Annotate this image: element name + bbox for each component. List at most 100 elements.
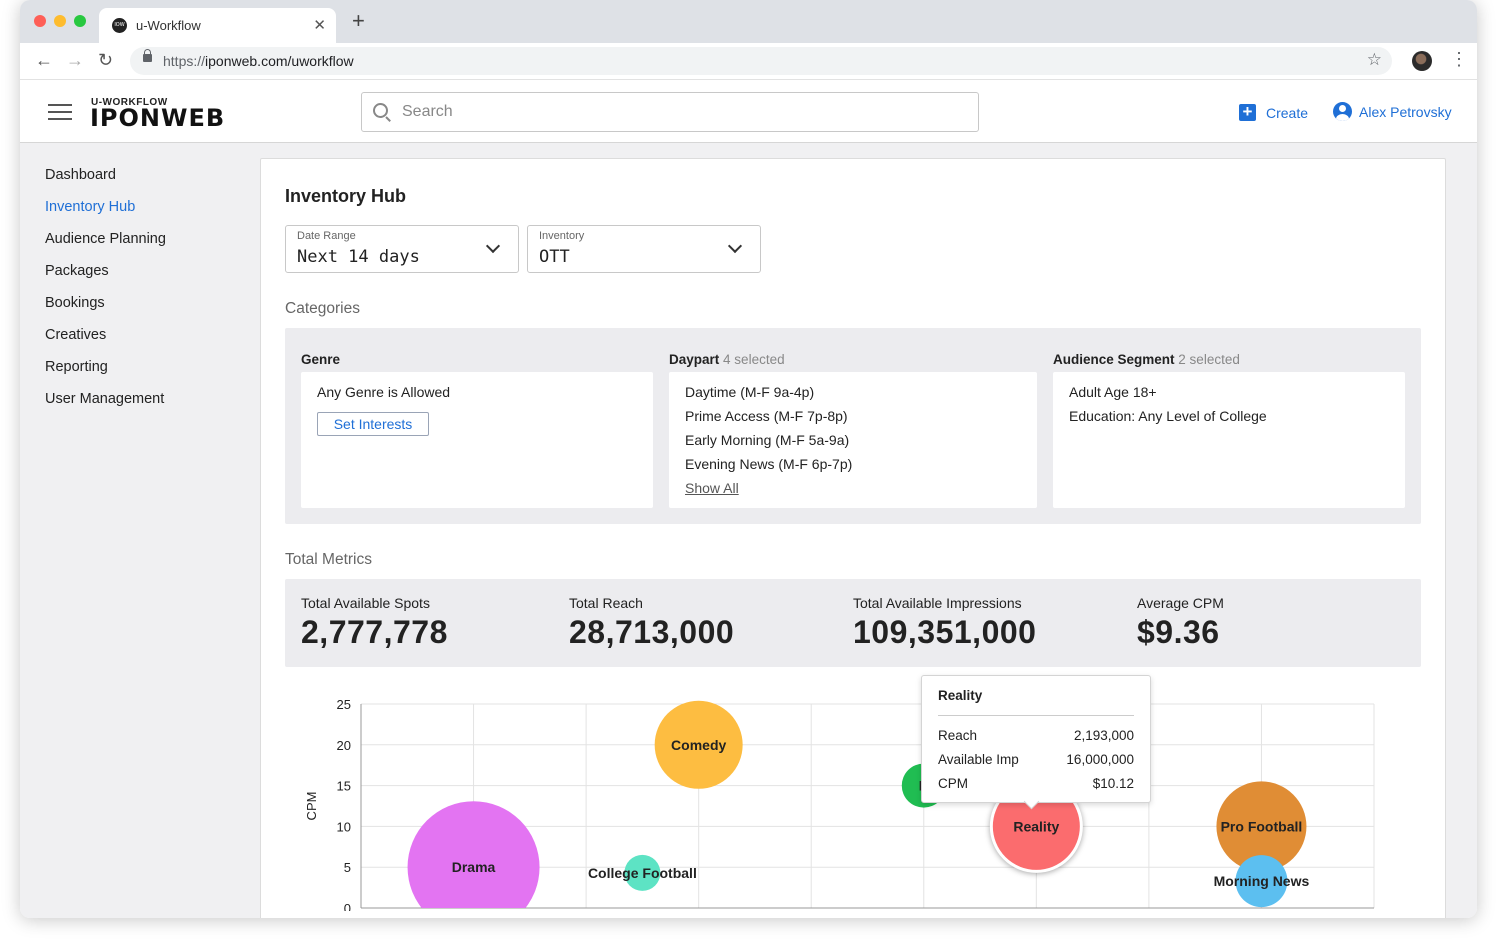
tooltip-row: CPM $10.12 (938, 776, 1134, 791)
bubble-label: Morning News (1214, 873, 1310, 889)
sidebar-nav: Dashboard Inventory Hub Audience Plannin… (45, 166, 166, 422)
inventory-label: Inventory (539, 230, 585, 242)
set-interests-button[interactable]: Set Interests (317, 412, 429, 436)
lock-icon (143, 49, 152, 62)
bubble-label: Drama (452, 859, 496, 875)
bookmark-star-icon[interactable]: ☆ (1366, 50, 1382, 69)
user-name: Alex Petrovsky (1359, 104, 1452, 120)
metrics-box: Total Available Spots 2,777,778 Total Re… (285, 579, 1421, 667)
y-tick-label: 0 (344, 901, 351, 911)
y-tick-label: 20 (337, 738, 351, 753)
date-range-select[interactable]: Date Range Next 14 days (285, 225, 519, 273)
audience-item: Adult Age 18+ (1069, 384, 1157, 400)
audience-title: Audience Segment (1053, 352, 1175, 367)
y-axis-label: CPM (304, 792, 319, 821)
audience-selected-count: 2 selected (1178, 352, 1240, 367)
user-avatar-icon (1333, 102, 1352, 121)
tab-title: u-Workflow (136, 18, 201, 33)
daypart-item: Evening News (M-F 6p-7p) (685, 456, 853, 472)
categories-title: Categories (285, 300, 360, 317)
tooltip-divider (938, 715, 1134, 716)
sidebar-item-bookings[interactable]: Bookings (45, 295, 105, 311)
search-icon (373, 103, 388, 118)
tooltip-row-label: Available Imp (938, 752, 1019, 767)
audience-item: Education: Any Level of College (1069, 408, 1267, 424)
daypart-title: Daypart (669, 352, 720, 367)
maximize-window-button[interactable] (74, 15, 86, 27)
daypart-item: Early Morning (M-F 5a-9a) (685, 432, 850, 448)
bubble-label: Comedy (671, 737, 726, 753)
categories-box: Genre Any Genre is Allowed Set Interests… (285, 328, 1421, 524)
genre-title: Genre (301, 352, 341, 367)
bubble-label: College Football (588, 865, 697, 881)
metric-value: 2,777,778 (301, 614, 448, 650)
chevron-down-icon (727, 238, 743, 254)
show-all-link[interactable]: Show All (685, 480, 739, 496)
sidebar-item-audience-planning[interactable]: Audience Planning (45, 231, 166, 247)
tab-strip: IOW u-Workflow ✕ + (20, 0, 1477, 43)
new-tab-button[interactable]: + (352, 8, 365, 33)
browser-profile-avatar[interactable] (1412, 51, 1432, 71)
chart-tooltip: Reality Reach 2,193,000 Available Imp 16,0… (921, 675, 1151, 810)
metric-value: 109,351,000 (853, 614, 1037, 650)
sidebar-item-user-management[interactable]: User Management (45, 391, 165, 407)
metric-value: 28,713,000 (569, 614, 735, 650)
inventory-select[interactable]: Inventory OTT (527, 225, 761, 273)
metrics-title: Total Metrics (285, 551, 372, 568)
hamburger-menu-icon[interactable] (48, 104, 72, 121)
metric-label: Total Available Impressions (853, 595, 1022, 611)
search-input[interactable]: Search (361, 92, 979, 132)
daypart-item: Prime Access (M-F 7p-8p) (685, 408, 848, 424)
sidebar-item-inventory-hub[interactable]: Inventory Hub (45, 199, 136, 215)
y-tick-label: 15 (337, 779, 351, 794)
sidebar-item-creatives[interactable]: Creatives (45, 327, 107, 343)
sidebar-item-packages[interactable]: Packages (45, 263, 109, 279)
forward-icon[interactable]: → (66, 50, 84, 70)
audience-heading: Audience Segment 2 selected (1053, 352, 1240, 367)
bubble-drama (407, 801, 540, 908)
bubble-college-football (624, 854, 661, 891)
logo-subtitle: U-WORKFLOW (91, 97, 168, 108)
metric-label: Total Available Spots (301, 595, 430, 611)
tooltip-row-value: 2,193,000 (1073, 728, 1134, 743)
search-placeholder: Search (402, 103, 453, 120)
browser-tab[interactable]: IOW u-Workflow ✕ (99, 8, 336, 43)
inventory-value: OTT (539, 247, 570, 267)
tooltip-row-label: Reach (938, 728, 978, 743)
reload-icon[interactable]: ↻ (98, 50, 114, 70)
metric-total-spots: Total Available Spots 2,777,778 (301, 595, 448, 651)
date-range-value: Next 14 days (297, 247, 420, 267)
content-panel: Inventory Hub Date Range Next 14 days In… (260, 158, 1446, 918)
daypart-item: Daytime (M-F 9a-4p) (685, 384, 815, 400)
metric-average-cpm: Average CPM $9.36 (1137, 595, 1224, 651)
sidebar-item-reporting[interactable]: Reporting (45, 359, 108, 375)
sidebar-item-dashboard[interactable]: Dashboard (45, 167, 116, 183)
chevron-down-icon (485, 238, 501, 254)
genre-value: Any Genre is Allowed (317, 384, 451, 400)
bubble-label: Pro Football (1221, 818, 1303, 834)
browser-menu-icon[interactable]: ⋮ (1450, 49, 1468, 69)
address-bar-row: ← → ↻ https://iponweb.com/uworkflow ☆ ⋮ (20, 43, 1477, 80)
genre-heading: Genre (301, 352, 340, 367)
url-scheme: https:// (163, 53, 206, 69)
url-bar[interactable]: https://iponweb.com/uworkflow ☆ (130, 47, 1392, 75)
url-host: iponweb.com/uworkflow (205, 53, 354, 69)
genre-card: Any Genre is Allowed Set Interests (301, 372, 653, 508)
create-label: Create (1266, 105, 1309, 121)
bubble-morning-news (1235, 855, 1288, 908)
bubble-comedy (654, 700, 743, 789)
browser-window: IOW u-Workflow ✕ + ← → ↻ https://iponweb… (20, 0, 1477, 918)
tab-close-icon[interactable]: ✕ (313, 17, 326, 34)
minimize-window-button[interactable] (54, 15, 66, 27)
tooltip-row: Reach 2,193,000 (938, 728, 1134, 743)
logo[interactable]: IPONWEB (90, 104, 226, 132)
tooltip-row-value: 16,000,000 (1066, 752, 1134, 767)
audience-card: Adult Age 18+ Education: Any Level of Co… (1053, 372, 1405, 508)
app-header: U-WORKFLOW IPONWEB Search + Create Alex … (20, 80, 1477, 143)
tooltip-row: Available Imp 16,000,000 (938, 752, 1134, 767)
back-icon[interactable]: ← (35, 50, 53, 70)
daypart-selected-count: 4 selected (723, 352, 785, 367)
metric-value: $9.36 (1137, 614, 1220, 650)
daypart-heading: Daypart 4 selected (669, 352, 785, 367)
close-window-button[interactable] (34, 15, 46, 27)
